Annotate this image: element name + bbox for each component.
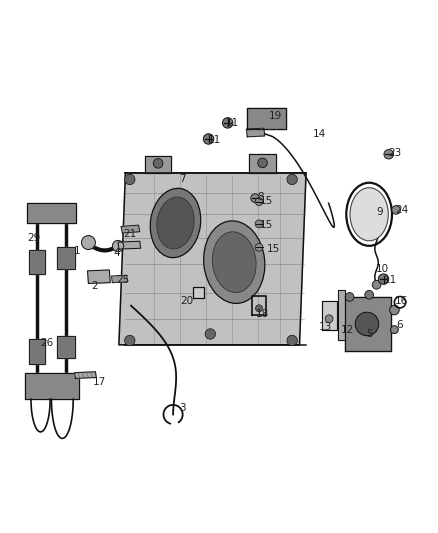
- Ellipse shape: [350, 188, 389, 241]
- Circle shape: [255, 305, 262, 312]
- Polygon shape: [88, 270, 110, 284]
- Circle shape: [124, 174, 135, 184]
- Polygon shape: [112, 275, 127, 282]
- Polygon shape: [25, 373, 79, 399]
- Circle shape: [372, 280, 381, 289]
- Circle shape: [258, 158, 267, 168]
- Polygon shape: [74, 372, 96, 378]
- Circle shape: [392, 206, 400, 214]
- Text: 10: 10: [376, 264, 389, 273]
- Ellipse shape: [212, 232, 256, 293]
- Text: 17: 17: [93, 377, 106, 387]
- Circle shape: [255, 220, 263, 228]
- Text: 19: 19: [269, 111, 282, 122]
- Circle shape: [205, 329, 215, 339]
- Circle shape: [255, 244, 263, 251]
- Polygon shape: [145, 156, 171, 173]
- Text: 21: 21: [123, 229, 136, 239]
- Polygon shape: [57, 247, 74, 269]
- Text: 29: 29: [28, 233, 41, 243]
- Circle shape: [390, 305, 399, 315]
- Polygon shape: [247, 108, 286, 130]
- Text: 13: 13: [319, 322, 332, 333]
- Text: 11: 11: [226, 118, 239, 128]
- Text: 7: 7: [179, 174, 185, 184]
- Polygon shape: [193, 287, 204, 298]
- Text: 8: 8: [257, 192, 264, 202]
- Text: 24: 24: [395, 205, 408, 215]
- Text: 25: 25: [117, 274, 130, 285]
- Text: 4: 4: [113, 248, 120, 259]
- Ellipse shape: [157, 197, 194, 249]
- Polygon shape: [119, 173, 306, 345]
- Circle shape: [124, 335, 135, 346]
- Polygon shape: [118, 241, 141, 249]
- Polygon shape: [29, 339, 45, 364]
- Text: 15: 15: [260, 196, 273, 206]
- Text: 12: 12: [341, 325, 354, 335]
- Text: 11: 11: [384, 274, 398, 285]
- Circle shape: [287, 174, 297, 184]
- Ellipse shape: [204, 221, 265, 303]
- Circle shape: [365, 290, 374, 299]
- Text: 16: 16: [395, 296, 408, 306]
- Circle shape: [203, 134, 214, 144]
- Text: 5: 5: [366, 329, 372, 339]
- Text: 20: 20: [180, 296, 193, 306]
- Polygon shape: [29, 250, 45, 274]
- Text: 26: 26: [40, 338, 54, 348]
- Polygon shape: [57, 336, 74, 358]
- Circle shape: [345, 293, 354, 301]
- Text: 14: 14: [312, 129, 326, 139]
- Polygon shape: [121, 225, 140, 233]
- Text: 15: 15: [267, 244, 280, 254]
- Text: 18: 18: [256, 309, 269, 319]
- Text: 15: 15: [260, 220, 273, 230]
- Text: 1: 1: [74, 246, 81, 256]
- Circle shape: [325, 315, 333, 322]
- Text: 6: 6: [396, 320, 403, 330]
- Circle shape: [287, 335, 297, 346]
- Text: 11: 11: [208, 135, 221, 146]
- Polygon shape: [247, 128, 265, 137]
- Circle shape: [255, 198, 263, 206]
- Circle shape: [223, 118, 233, 128]
- Circle shape: [251, 194, 259, 203]
- Circle shape: [378, 274, 389, 284]
- Text: 2: 2: [92, 281, 98, 291]
- Polygon shape: [345, 297, 391, 351]
- Circle shape: [384, 149, 393, 159]
- Polygon shape: [338, 290, 345, 341]
- Ellipse shape: [150, 188, 201, 257]
- Text: 9: 9: [377, 207, 383, 217]
- Text: 23: 23: [389, 148, 402, 158]
- Circle shape: [391, 326, 398, 334]
- Circle shape: [81, 236, 95, 249]
- Circle shape: [153, 158, 163, 168]
- Polygon shape: [27, 204, 76, 223]
- Circle shape: [113, 240, 124, 252]
- Circle shape: [355, 312, 379, 336]
- Polygon shape: [322, 301, 336, 329]
- Text: 3: 3: [179, 403, 185, 413]
- Polygon shape: [250, 154, 276, 173]
